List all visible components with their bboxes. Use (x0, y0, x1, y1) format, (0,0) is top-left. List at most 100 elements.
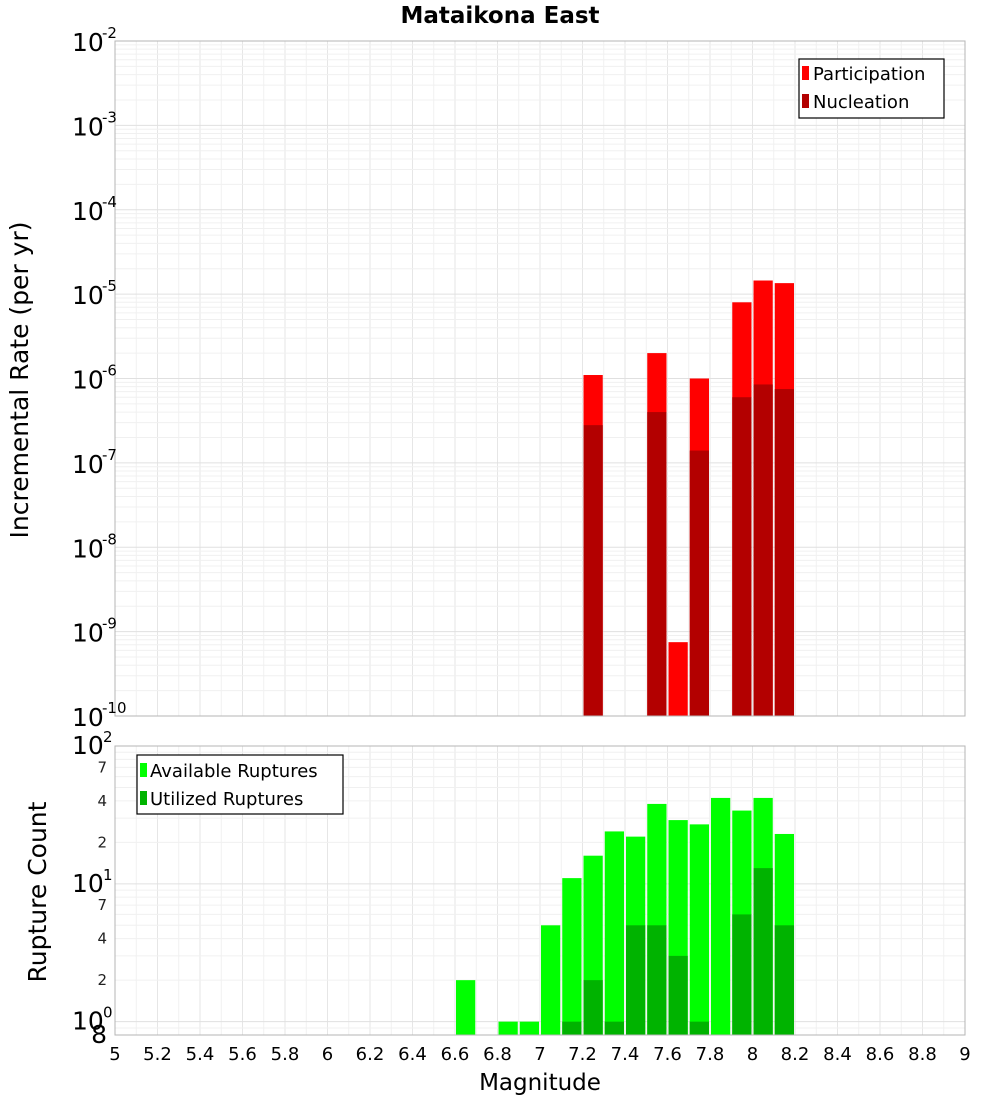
x-tick-label: 7.4 (611, 1044, 640, 1065)
bottom-bar-utilized-ruptures (562, 1021, 582, 1035)
top-legend-box (798, 58, 945, 119)
y-tick-exponent: -9 (102, 615, 117, 633)
y-tick-exponent: -7 (102, 446, 117, 464)
y-tick-label: 10 (72, 619, 104, 648)
bottom-bar-utilized-ruptures (604, 1021, 624, 1035)
top-bar-nucleation (647, 412, 667, 716)
bottom-plot-frame (114, 745, 966, 1036)
top-bar-nucleation (732, 397, 752, 716)
x-tick-label: 7 (534, 1044, 545, 1065)
y-tick-exponent: -3 (102, 108, 117, 126)
y-tick-exponent: -8 (102, 530, 117, 548)
y-tick-exponent: -2 (102, 24, 117, 42)
y-tick-label: 10 (72, 28, 104, 57)
top-bar-nucleation (753, 384, 773, 716)
bottom-bar-available-ruptures (519, 1021, 539, 1035)
x-tick-label: 8 (747, 1044, 758, 1065)
y-tick-label: 10 (72, 366, 104, 395)
y-tick-exponent: -10 (102, 699, 127, 717)
y-tick-exponent: -5 (102, 277, 117, 295)
bottom-bar-utilized-ruptures (626, 925, 646, 1035)
x-tick-labels: 5 5.2 5.4 5.6 5.8 6 6.2 6.4 6.6 6.8 7 7.2 7.4 7.6 7.8 8… (109, 1044, 970, 1065)
top-y-axis-label: Incremental Rate (per yr) (5, 222, 34, 539)
x-tick-label: 5.6 (228, 1044, 257, 1065)
top-bar-nucleation (774, 389, 794, 716)
bottom-bar-available-ruptures (711, 797, 731, 1035)
y-tick-label: 10 (72, 534, 104, 563)
x-tick-label: 6 (322, 1044, 333, 1065)
bottom-legend-box (136, 754, 344, 815)
y-tick-label: 10 (72, 703, 104, 732)
x-tick-label: 9 (959, 1044, 970, 1065)
y-tick-exponent: -4 (102, 193, 117, 211)
y-minor-tick-label: 8 (91, 1020, 107, 1049)
y-tick-exponent: 2 (103, 728, 113, 746)
legend-label-nucleation: Nucleation (813, 92, 909, 113)
x-tick-label: 8.4 (823, 1044, 852, 1065)
y-tick-label: 10 (72, 197, 104, 226)
y-minor-tick-label: 2 (97, 833, 107, 851)
legend-label-participation: Participation (813, 64, 925, 85)
top-legend: Participation Nucleation (798, 58, 945, 119)
y-minor-tick-label: 4 (97, 930, 107, 948)
bottom-bar-utilized-ruptures (647, 925, 667, 1035)
x-tick-label: 6.8 (483, 1044, 512, 1065)
y-tick-label: 10 (72, 1007, 104, 1036)
y-minor-tick-label: 4 (97, 792, 107, 810)
bottom-y-axis-label: Rupture Count (23, 801, 52, 982)
bottom-legend: Available Ruptures Utilized Ruptures (136, 754, 344, 815)
bottom-bar-utilized-ruptures (668, 955, 688, 1035)
legend-swatch-nucleation (802, 94, 809, 108)
top-bars (583, 280, 794, 716)
bottom-bar-available-ruptures (604, 831, 624, 1035)
x-tick-label: 6.6 (441, 1044, 470, 1065)
x-tick-label: 5.2 (143, 1044, 172, 1065)
top-bar-nucleation (689, 450, 709, 716)
legend-swatch-participation (802, 66, 809, 80)
legend-swatch-utilized-ruptures (140, 791, 147, 805)
y-tick-exponent: 0 (103, 1004, 113, 1022)
y-tick-label: 10 (72, 869, 104, 898)
bottom-bar-utilized-ruptures (753, 868, 773, 1035)
legend-swatch-available-ruptures (140, 763, 147, 777)
y-minor-tick-label: 7 (97, 896, 107, 914)
y-minor-tick-label: 2 (97, 971, 107, 989)
bottom-bar-utilized-ruptures (583, 980, 603, 1035)
x-tick-label: 8.8 (908, 1044, 937, 1065)
y-tick-label: 10 (72, 112, 104, 141)
legend-label-available-ruptures: Available Ruptures (150, 761, 318, 782)
bottom-bar-available-ruptures (498, 1021, 518, 1035)
x-tick-label: 5.4 (186, 1044, 215, 1065)
bottom-bar-available-ruptures (562, 878, 582, 1035)
legend-label-utilized-ruptures: Utilized Ruptures (150, 789, 303, 810)
y-tick-exponent: -6 (102, 362, 117, 380)
x-tick-label: 6.4 (398, 1044, 427, 1065)
y-tick-label: 10 (72, 281, 104, 310)
x-tick-label: 7.8 (696, 1044, 725, 1065)
x-axis-label: Magnitude (479, 1070, 601, 1096)
top-gridlines (115, 41, 965, 716)
x-tick-label: 5.8 (271, 1044, 300, 1065)
chart-title: Mataikona East (400, 3, 599, 29)
y-tick-label: 10 (72, 450, 104, 479)
bottom-bar-available-ruptures (689, 824, 709, 1035)
bottom-bar-utilized-ruptures (774, 925, 794, 1035)
bottom-bar-available-ruptures (456, 980, 476, 1035)
x-tick-label: 5 (109, 1044, 120, 1065)
x-tick-label: 6.2 (356, 1044, 385, 1065)
top-plot-frame (114, 40, 966, 717)
bottom-bar-available-ruptures (541, 925, 561, 1035)
bottom-bars (456, 797, 794, 1035)
top-bar-participation (668, 642, 688, 716)
x-tick-label: 7.6 (653, 1044, 682, 1065)
y-tick-exponent: 1 (103, 866, 113, 884)
x-tick-label: 7.2 (568, 1044, 597, 1065)
y-tick-label: 10 (72, 731, 104, 760)
top-bar-nucleation (583, 425, 603, 716)
y-minor-tick-label: 7 (97, 758, 107, 776)
bottom-bar-utilized-ruptures (689, 1021, 709, 1035)
bottom-bar-utilized-ruptures (732, 914, 752, 1035)
